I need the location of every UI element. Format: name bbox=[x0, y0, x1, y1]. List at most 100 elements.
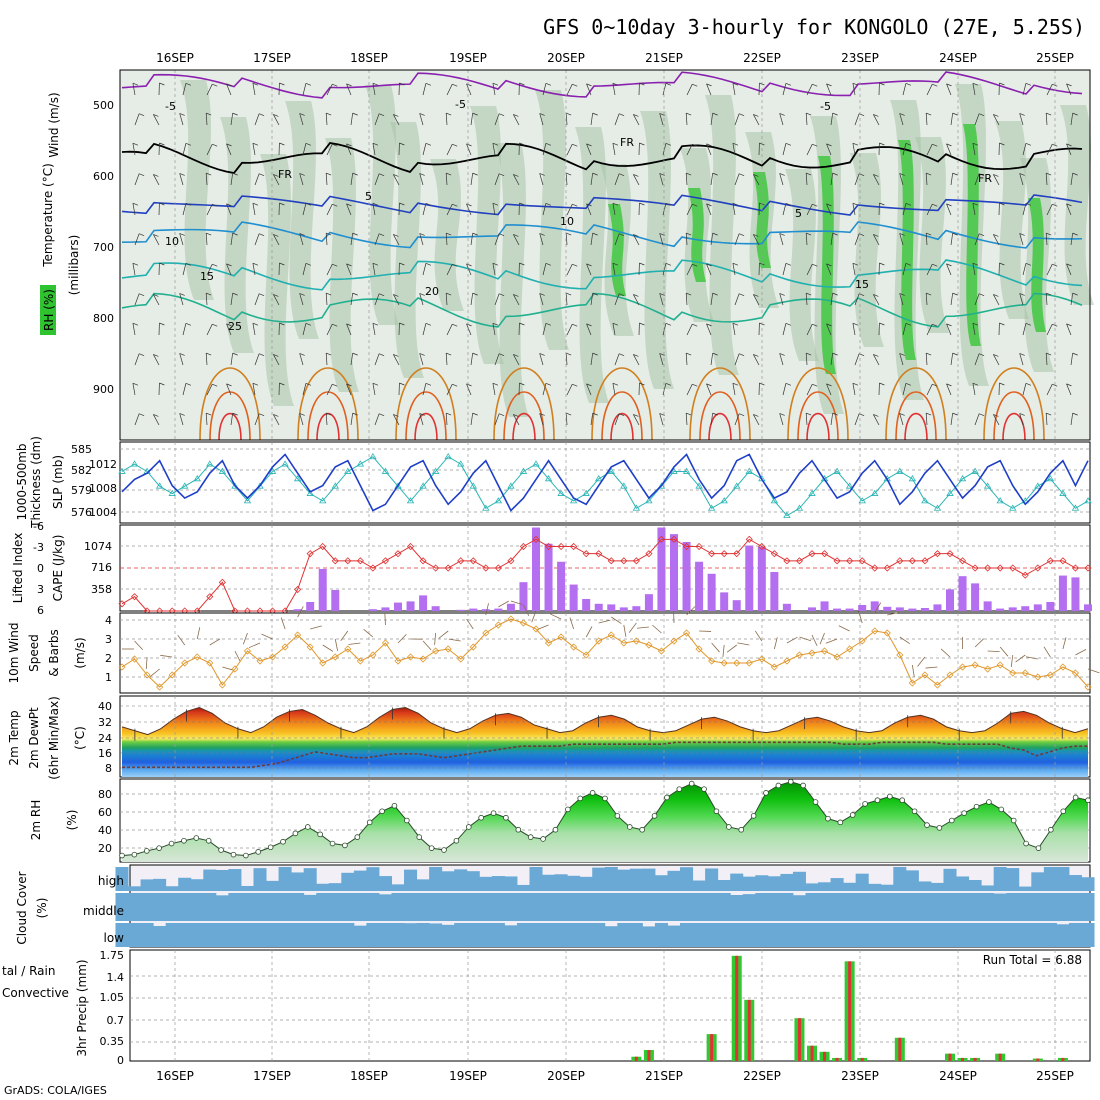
thickness-point bbox=[206, 460, 214, 467]
wind-barb bbox=[422, 640, 432, 651]
wind-barb bbox=[350, 413, 354, 426]
wind-barb bbox=[911, 664, 915, 677]
wind-barb bbox=[254, 413, 260, 426]
wind-barb-feather bbox=[378, 353, 385, 357]
wind-barb bbox=[1070, 173, 1074, 186]
wind-barb-feather bbox=[993, 414, 999, 417]
wind-barb bbox=[917, 656, 926, 667]
cloud-bar bbox=[491, 876, 505, 891]
cape-bar bbox=[833, 608, 842, 611]
wind-barb bbox=[372, 203, 376, 216]
wind-barb bbox=[806, 84, 813, 96]
wind-barb bbox=[226, 83, 232, 96]
wind-barb-feather bbox=[692, 203, 698, 207]
wind-barb-feather bbox=[279, 262, 285, 266]
lifted-index-point bbox=[770, 550, 778, 558]
wind-barb-feather bbox=[832, 232, 838, 236]
wind-barb bbox=[1070, 413, 1074, 426]
wind-speed-point bbox=[720, 659, 728, 667]
wind-barb-feather bbox=[732, 142, 739, 146]
wind-barb bbox=[902, 263, 907, 276]
wind-barb bbox=[633, 414, 640, 426]
cloud-bar bbox=[429, 867, 443, 891]
cape-bar bbox=[1058, 575, 1067, 611]
wind-speed-point bbox=[494, 621, 502, 629]
cloud-bar bbox=[717, 879, 731, 891]
wind-barb-feather bbox=[712, 232, 718, 236]
wind-speed-point bbox=[319, 659, 327, 667]
wind-barb bbox=[374, 413, 380, 426]
wind-barb bbox=[830, 173, 834, 186]
wind-barb bbox=[659, 173, 664, 186]
thickness-point bbox=[858, 497, 866, 504]
lifted-index-point bbox=[733, 550, 741, 558]
wind-barb-feather bbox=[346, 263, 352, 267]
date-label: 25SEP bbox=[1036, 51, 1074, 65]
thickness-point bbox=[406, 497, 415, 504]
cloud-bar bbox=[454, 869, 468, 891]
wind-barb-feather bbox=[785, 263, 792, 266]
wind-barb-feather bbox=[513, 354, 519, 357]
rh-point bbox=[676, 786, 683, 792]
thickness-slp-panel: 585 582 579 576 1012 1008 1004 1000-500m… bbox=[15, 436, 1092, 529]
wind-barb-feather bbox=[706, 143, 712, 147]
wind-barb bbox=[273, 354, 280, 366]
wind-barb-feather bbox=[1025, 263, 1032, 266]
wind-barb-feather bbox=[812, 383, 818, 387]
thickness-point bbox=[268, 467, 277, 474]
cloud-bar bbox=[730, 894, 744, 921]
lifted-index-point bbox=[344, 557, 352, 565]
wind-barb bbox=[302, 323, 307, 336]
cloud-bar bbox=[128, 923, 142, 947]
wind-barb bbox=[1070, 233, 1074, 246]
cloud-bar bbox=[190, 893, 204, 921]
slp-line bbox=[121, 453, 1089, 512]
thickness-point bbox=[933, 504, 942, 511]
wind-barb-feather bbox=[706, 383, 712, 387]
wind-barb bbox=[539, 353, 544, 366]
wind-barb bbox=[1046, 204, 1053, 216]
rh-shade bbox=[180, 80, 214, 300]
wind-barb-feather bbox=[153, 234, 159, 237]
wind-barb-feather bbox=[692, 263, 698, 267]
wind-barb bbox=[153, 414, 160, 426]
lifted-index-point bbox=[708, 550, 716, 558]
cloud-bar bbox=[215, 895, 229, 921]
wind-barb bbox=[972, 263, 976, 276]
wind-barb-feather bbox=[665, 203, 672, 206]
wind-barb-feather bbox=[753, 414, 759, 417]
wind-speed-point bbox=[1071, 669, 1080, 677]
cape-bar bbox=[996, 608, 1005, 611]
wind-barb-feather bbox=[712, 352, 718, 356]
wind-barb bbox=[134, 173, 140, 186]
wind-barb-feather bbox=[378, 173, 385, 177]
wind-barb-feather bbox=[659, 113, 665, 116]
wind-barb bbox=[1022, 263, 1027, 276]
wind-barb-feather bbox=[332, 263, 338, 267]
wind-barb bbox=[950, 353, 954, 366]
rh-point bbox=[849, 812, 856, 818]
wind-barb-feather bbox=[206, 232, 212, 236]
wind-barb bbox=[1066, 383, 1072, 396]
thickness-point bbox=[833, 467, 841, 474]
upper-panel-bg bbox=[120, 70, 1090, 440]
wind-barb-feather bbox=[539, 353, 545, 356]
cloud-bar bbox=[930, 923, 944, 947]
wind-barb-feather bbox=[633, 234, 639, 237]
wind-barb bbox=[466, 83, 472, 96]
wind-barb-feather bbox=[926, 232, 932, 236]
cloud-bar bbox=[278, 867, 292, 891]
wind-barb bbox=[150, 668, 160, 677]
wind-barb bbox=[873, 294, 880, 306]
wind-barb-feather bbox=[999, 262, 1005, 266]
wind-speed-point bbox=[243, 647, 252, 655]
wind-barb bbox=[1022, 143, 1027, 156]
wind-barb-feather bbox=[346, 143, 352, 147]
wind-barb bbox=[299, 173, 304, 186]
wind-barb-feather bbox=[513, 174, 519, 177]
wind-barb-feather bbox=[639, 382, 645, 386]
cloud-bar bbox=[617, 893, 631, 921]
wind-barb bbox=[659, 233, 664, 246]
rh-point bbox=[503, 814, 509, 821]
lifted-index-point bbox=[331, 557, 339, 565]
